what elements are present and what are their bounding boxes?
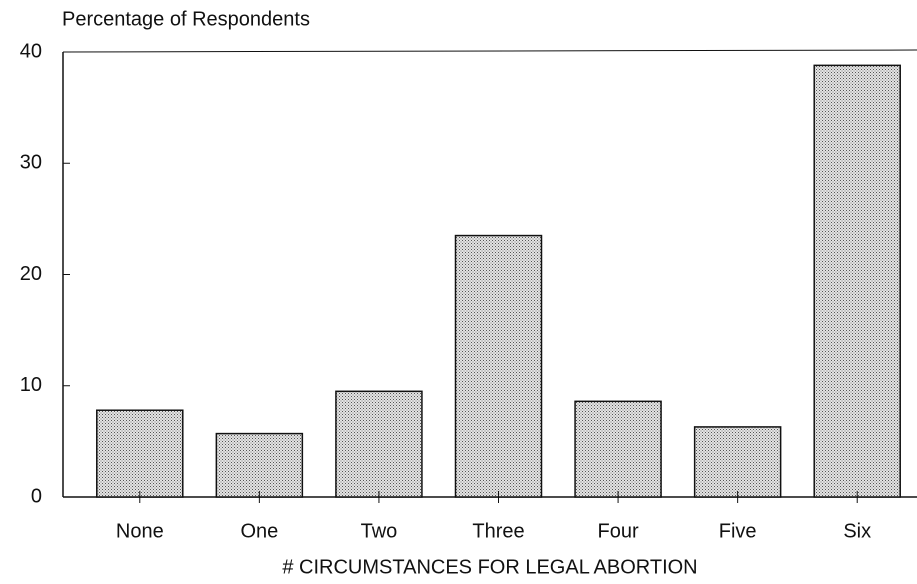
x-tick-label: Six xyxy=(843,520,871,542)
x-tick-label: Three xyxy=(472,520,524,542)
bar xyxy=(96,409,184,498)
bar xyxy=(813,64,901,498)
x-tick-label: Two xyxy=(361,520,398,542)
x-axis-label: # CIRCUMSTANCES FOR LEGAL ABORTION xyxy=(282,556,697,578)
bar xyxy=(693,426,782,498)
frame-top xyxy=(62,49,917,53)
x-tick-label: Five xyxy=(719,520,757,542)
y-tick-label: 40 xyxy=(20,40,42,62)
x-tick-label: Four xyxy=(598,520,639,542)
y-axis-label: Percentage of Respondents xyxy=(62,8,310,30)
y-tick-label: 0 xyxy=(31,485,42,507)
x-tick-label: None xyxy=(116,520,164,542)
bar xyxy=(574,400,662,498)
y-tick-label: 10 xyxy=(20,374,42,396)
y-tick-label: 20 xyxy=(20,263,42,285)
x-tick-label: One xyxy=(240,520,278,542)
bar xyxy=(335,390,423,498)
y-tick-label: 30 xyxy=(20,152,42,174)
bar xyxy=(454,234,543,498)
bar xyxy=(215,432,304,498)
